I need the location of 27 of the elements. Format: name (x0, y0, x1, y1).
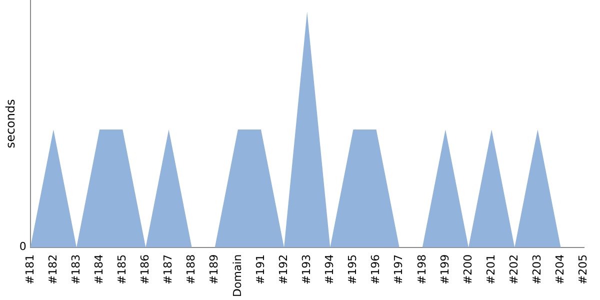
x-tick-label: #181 (23, 254, 36, 285)
x-tick-label: #197 (392, 254, 406, 285)
x-tick-label: #204 (554, 254, 567, 285)
text: 0 (19, 240, 26, 254)
x-tick-label: #203 (530, 254, 544, 285)
y-axis-title: seconds (3, 99, 18, 148)
x-tick-label: #205 (576, 254, 590, 285)
x-tick-label: Domain (230, 254, 244, 298)
x-tick-label: #187 (162, 254, 175, 285)
x-tick-label: #198 (415, 254, 428, 285)
x-tick-label: #186 (138, 254, 152, 285)
x-tick-label: #201 (484, 254, 498, 285)
x-tick-label: #188 (184, 254, 198, 285)
x-tick-label: #195 (346, 254, 360, 285)
x-tick-label: #193 (300, 254, 313, 285)
x-tick-label: #183 (69, 254, 82, 285)
x-tick-label: #184 (92, 254, 106, 285)
x-tick-label: #185 (115, 254, 128, 285)
x-tick-label: #196 (369, 254, 382, 285)
x-tick-label: #194 (323, 254, 336, 285)
x-tick-label: #191 (254, 254, 267, 285)
x-tick-label: #200 (461, 254, 474, 285)
x-tick-label: #182 (46, 254, 60, 285)
x-tick-label: #202 (507, 254, 520, 285)
x-tick-label: #192 (276, 254, 290, 285)
x-tick-label: #199 (438, 254, 452, 285)
x-tick-label: #189 (208, 254, 221, 285)
